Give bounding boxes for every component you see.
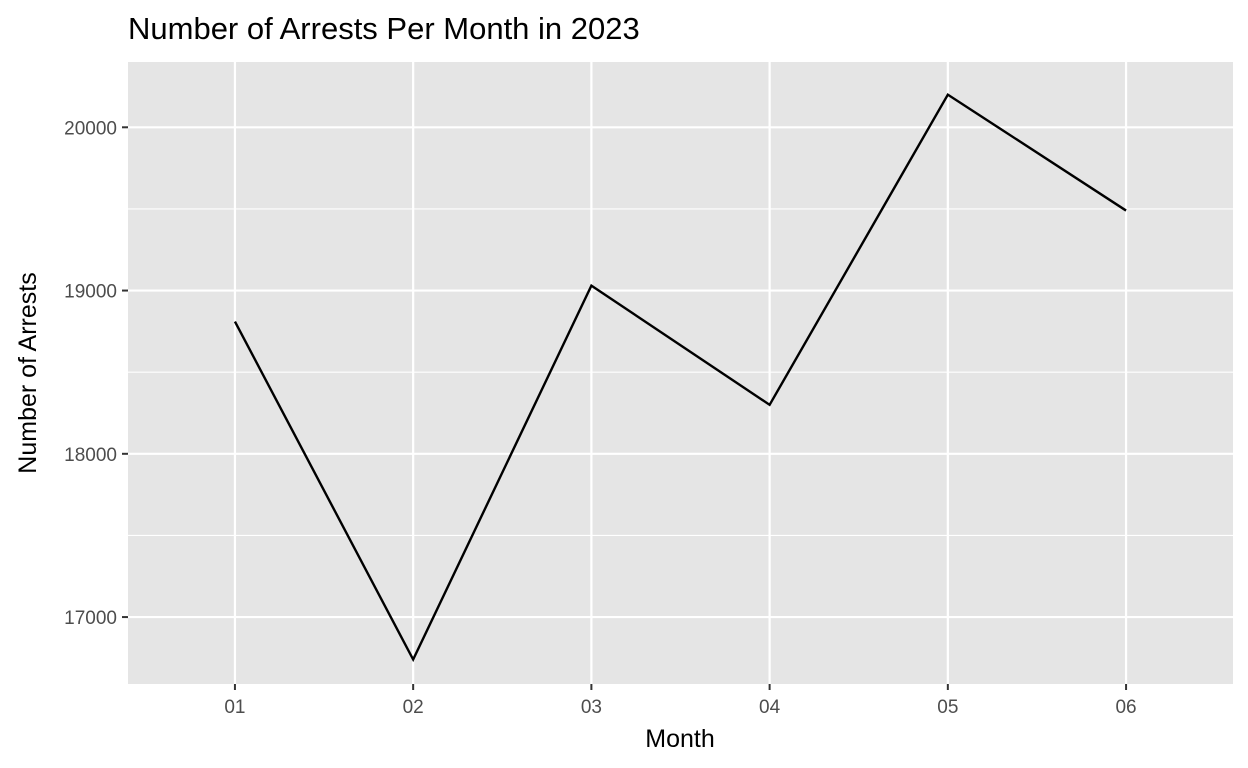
x-tick-label: 02: [403, 697, 424, 718]
y-axis-ticks: 17000 18000 19000 20000: [64, 118, 128, 629]
major-gridlines: [128, 62, 1233, 684]
series-layer: [233, 92, 1127, 663]
minor-gridlines: [128, 208, 1233, 536]
plot-panel: [128, 62, 1233, 684]
x-axis-title: Month: [645, 725, 714, 753]
x-tick-label: 04: [759, 697, 781, 718]
y-tick-label: 20000: [64, 118, 117, 139]
x-tick-label: 03: [581, 697, 602, 718]
y-axis-title: Number of Arrests: [14, 272, 42, 473]
chart-title: Number of Arrests Per Month in 2023: [128, 11, 640, 46]
y-tick-label: 18000: [64, 445, 117, 466]
x-tick-label: 01: [224, 697, 245, 718]
x-axis-ticks: 01 02 03 04 05 06: [224, 684, 1137, 718]
y-tick-label: 19000: [64, 282, 117, 303]
series-line: [233, 92, 1127, 663]
y-tick-label: 17000: [64, 608, 117, 629]
x-tick-label: 05: [937, 697, 958, 718]
x-tick-label: 06: [1115, 697, 1136, 718]
